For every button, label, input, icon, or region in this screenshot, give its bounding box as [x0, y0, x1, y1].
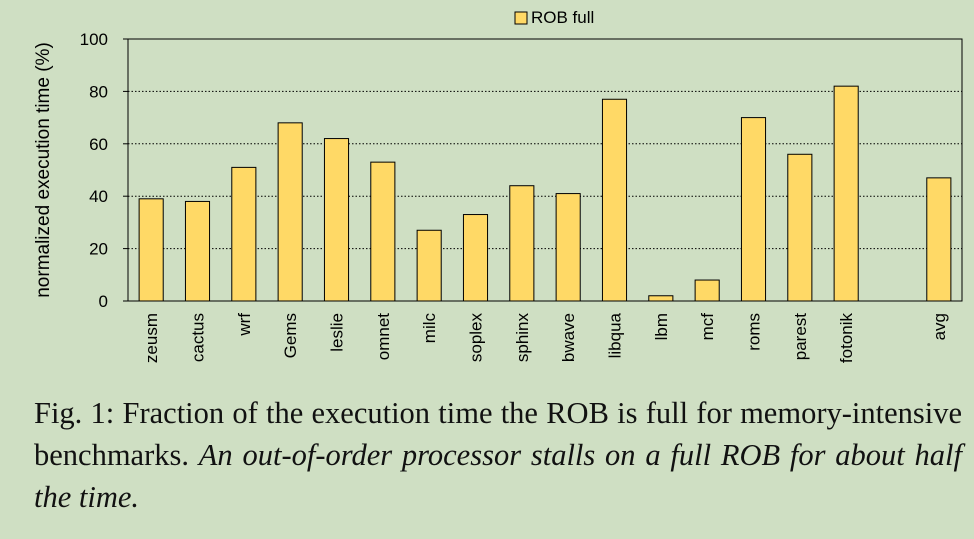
bar-soplex: [462, 214, 489, 302]
y-tick-label: 60: [89, 135, 108, 154]
x-tick-label: fotonik: [837, 313, 856, 364]
bar-cactus: [184, 200, 211, 302]
x-tick-label: omnet: [374, 313, 393, 361]
x-tick-label: avg: [930, 313, 949, 340]
legend-label: ROB full: [531, 8, 594, 27]
bar-chart: 0 20 40 60 80 100 zeusm cactus wrf Gems leslie omn…: [33, 8, 963, 363]
y-tick-label: 40: [89, 187, 108, 206]
legend-swatch: [514, 11, 528, 25]
bar-parest: [787, 153, 813, 302]
x-tick-label: sphinx: [513, 313, 532, 363]
x-tick-label: bwave: [559, 313, 578, 362]
figure-caption: Fig. 1: Fraction of the execution time t…: [34, 392, 962, 518]
caption-text: Fraction of the execution time the ROB i…: [34, 396, 962, 472]
x-tick-label: roms: [745, 313, 764, 351]
bar-libqua: [601, 98, 628, 302]
bar-mcf: [694, 279, 720, 302]
bar-milc: [416, 229, 442, 302]
x-tick-label: milc: [420, 313, 439, 344]
x-tick-label: leslie: [328, 313, 347, 352]
x-tick-label: mcf: [698, 313, 717, 341]
y-tick-label: 80: [89, 82, 108, 101]
bar-leslie: [323, 138, 350, 302]
caption-label: Fig. 1:: [34, 396, 115, 430]
x-tick-label: soplex: [467, 313, 486, 363]
x-tick-label: Gems: [281, 313, 300, 358]
x-tick-label: cactus: [189, 313, 208, 362]
bar-roms: [740, 117, 767, 302]
plot-frame: [127, 38, 963, 302]
x-tick-label: lbm: [652, 313, 671, 340]
x-tick-label: libqua: [606, 312, 625, 358]
axes: [123, 38, 963, 302]
x-tick-labels: zeusm cactus wrf Gems leslie omnet milc soplex s…: [142, 312, 949, 363]
y-tick-label: 20: [89, 240, 108, 259]
bar-bwave: [555, 193, 581, 302]
y-tick-labels: 0 20 40 60 80 100: [80, 30, 108, 311]
y-axis-label: normalized execution time (%): [33, 42, 54, 298]
bar-gems: [277, 122, 303, 302]
x-tick-label: wrf: [235, 313, 254, 337]
bar-avg: [926, 177, 952, 302]
bar-zeusm: [138, 198, 164, 302]
x-tick-label: zeusm: [142, 313, 161, 363]
bars: [138, 85, 952, 302]
y-tick-label: 100: [80, 30, 108, 49]
caption-italic: An out-of-order processor stalls on a fu…: [34, 438, 963, 514]
legend: ROB full: [514, 8, 594, 27]
x-tick-label: parest: [791, 313, 810, 361]
bar-fotonik: [833, 85, 859, 302]
bar-lbm: [648, 295, 674, 302]
bar-omnet: [370, 161, 396, 302]
y-tick-label: 0: [99, 292, 108, 311]
bar-sphinx: [509, 185, 535, 302]
bar-wrf: [231, 166, 257, 302]
